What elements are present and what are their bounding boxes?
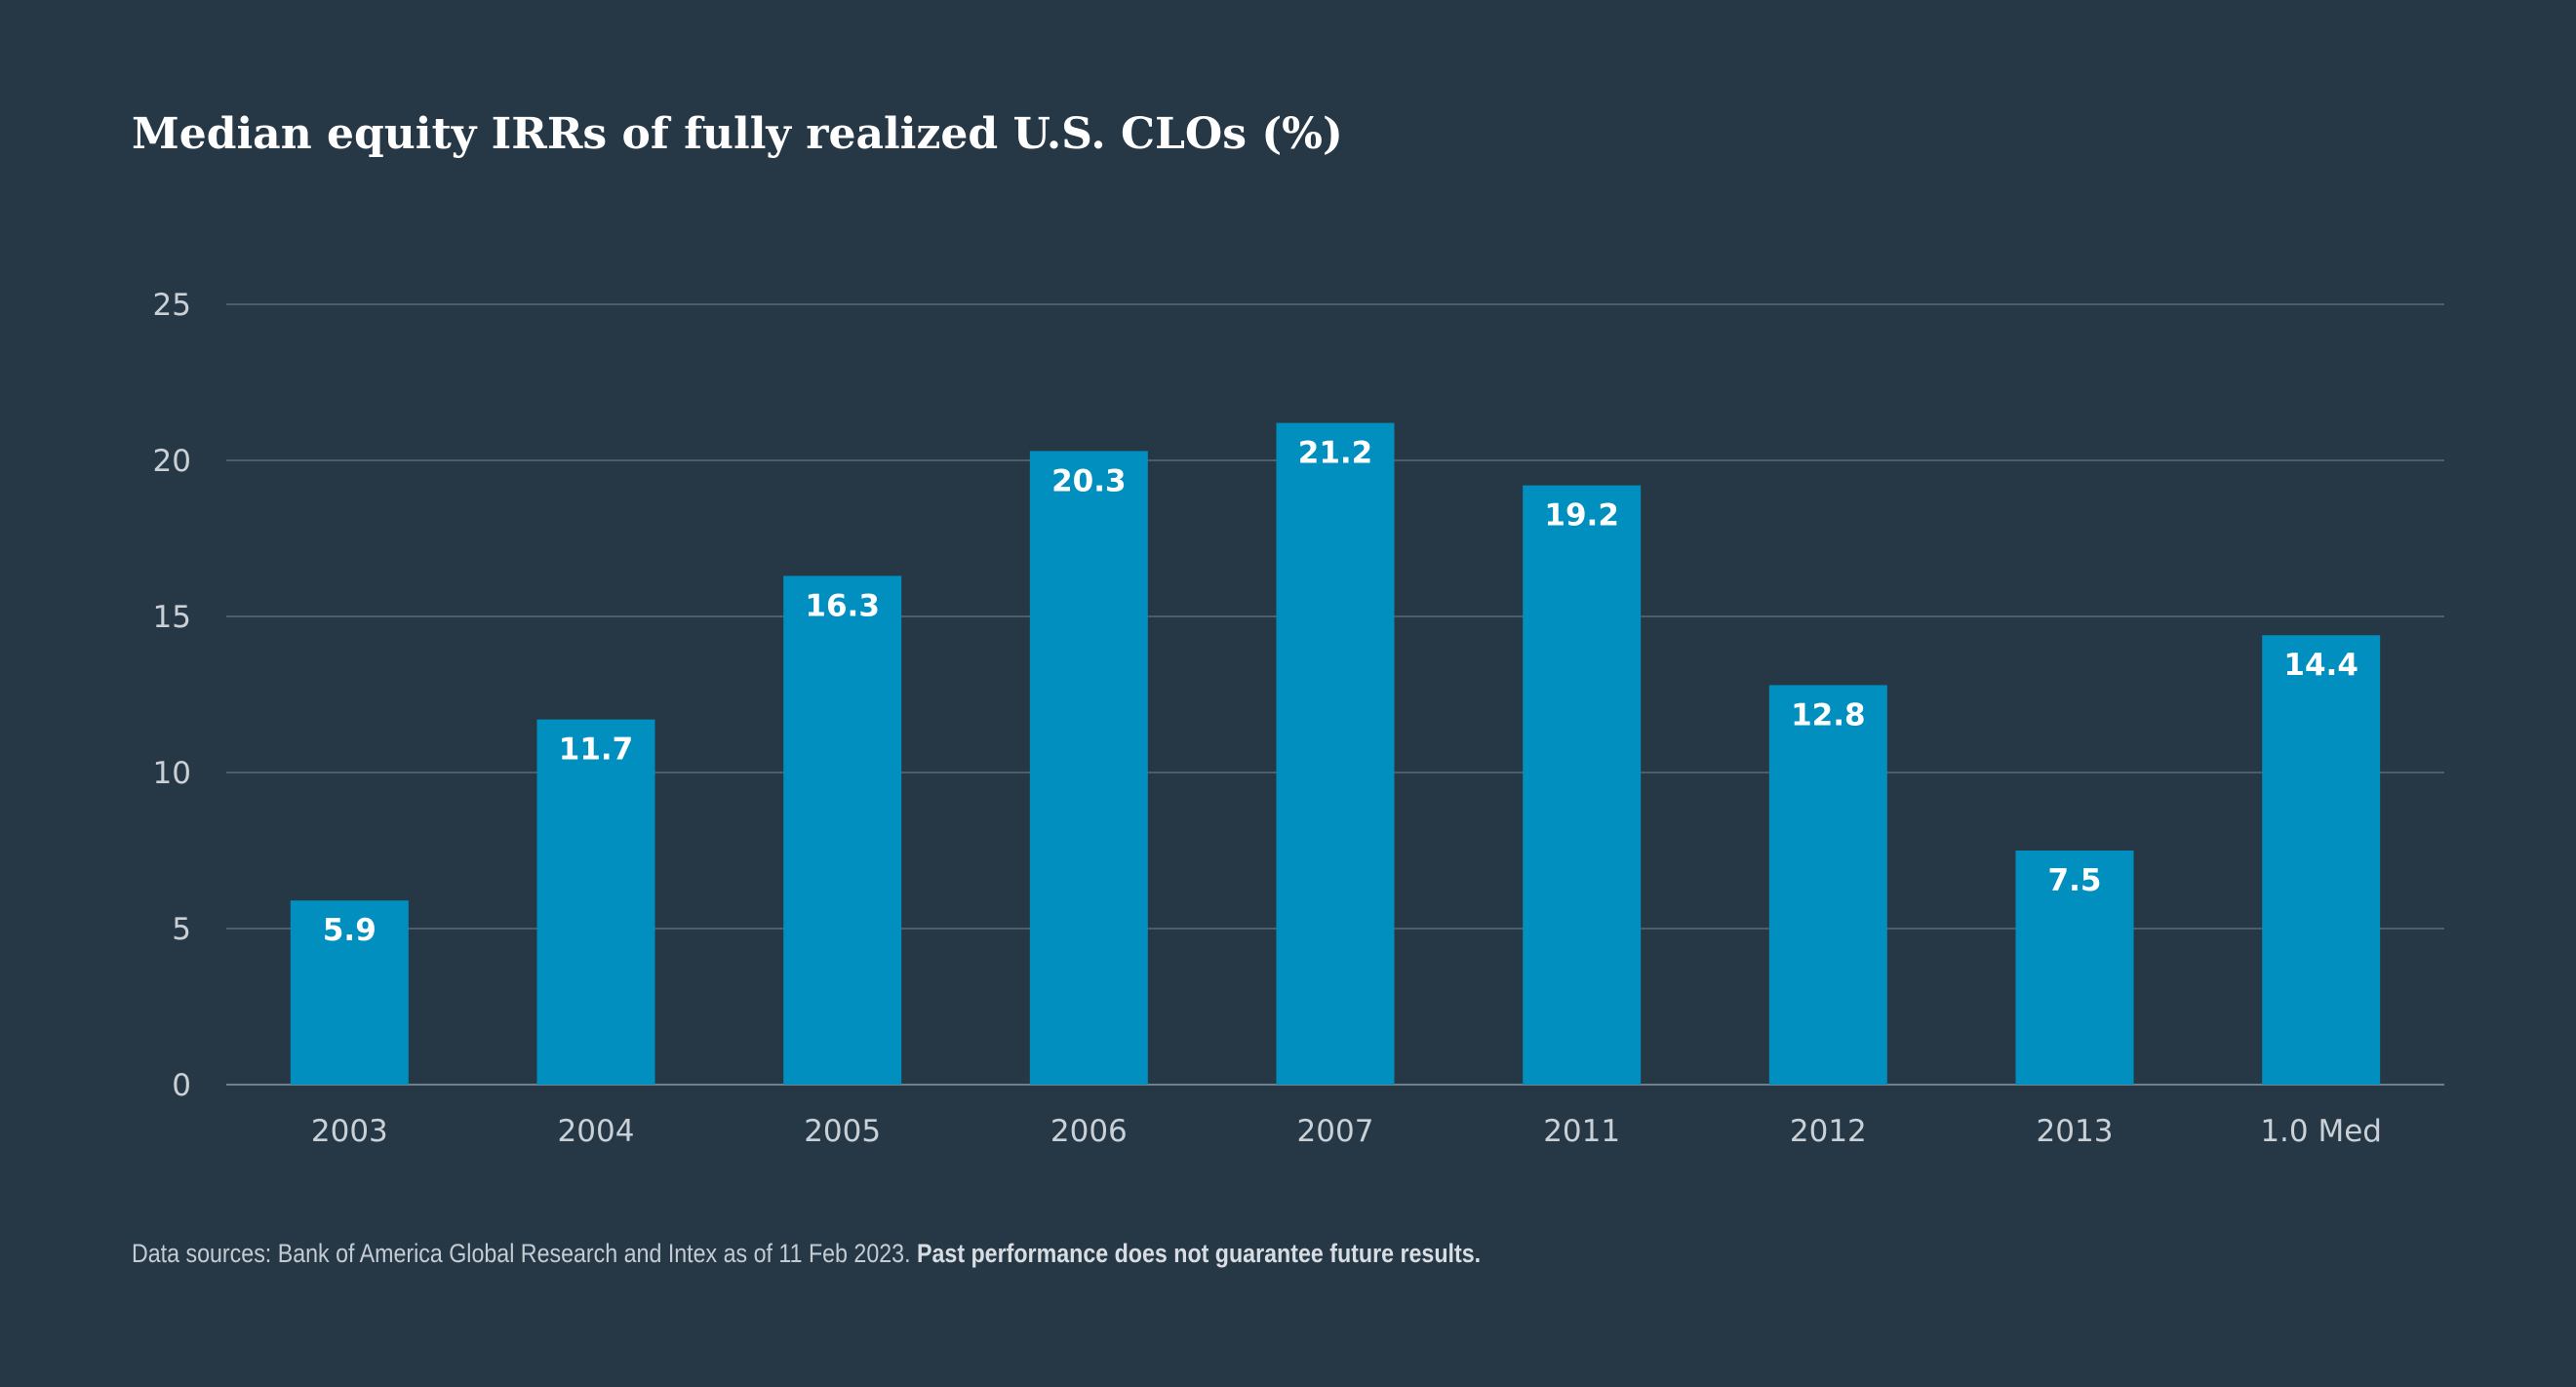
x-tick-label: 2012 (1790, 1114, 1867, 1149)
bar-2004 (536, 719, 655, 1085)
x-tick-label: 2005 (804, 1114, 881, 1149)
data-label: 20.3 (1051, 463, 1127, 498)
y-tick-label: 0 (172, 1068, 191, 1103)
bar-2003 (290, 900, 409, 1085)
x-axis-ticks: 2003 2004 2005 2006 2007 2011 2012 2013 1.0 Med (311, 1114, 2382, 1149)
data-label: 7.5 (2048, 863, 2102, 898)
bar-1-0-med (2262, 635, 2381, 1085)
data-label: 19.2 (1544, 498, 1619, 534)
data-label: 21.2 (1298, 436, 1373, 471)
chart-title: Median equity IRRs of fully realized U.S… (132, 109, 1343, 159)
data-label: 16.3 (805, 588, 880, 623)
bar-2013 (2015, 851, 2134, 1085)
source-note: Data sources: Bank of America Global Res… (132, 1239, 1481, 1269)
data-label: 12.8 (1791, 697, 1866, 733)
x-tick-label: 2011 (1543, 1114, 1620, 1149)
bar-2011 (1523, 485, 1642, 1086)
source-text: Data sources: Bank of America Global Res… (132, 1239, 911, 1268)
x-tick-label: 2004 (558, 1114, 635, 1149)
x-tick-label: 2007 (1297, 1114, 1374, 1149)
data-labels: 5.9 11.7 16.3 20.3 21.2 19.2 12.8 7.5 14.4 (323, 436, 2358, 949)
data-label: 14.4 (2283, 648, 2358, 683)
bar-2007 (1276, 422, 1395, 1086)
x-tick-label: 1.0 Med (2260, 1114, 2382, 1149)
bar-2006 (1029, 451, 1148, 1085)
y-axis-ticks: 0 5 10 15 20 25 (153, 288, 191, 1103)
bar-2005 (783, 575, 902, 1085)
y-tick-label: 10 (153, 756, 191, 791)
bar-2012 (1768, 685, 1887, 1085)
y-tick-label: 5 (172, 912, 191, 947)
bars (290, 422, 2381, 1086)
data-label: 5.9 (323, 913, 376, 948)
y-tick-label: 20 (153, 444, 191, 479)
x-tick-label: 2003 (311, 1114, 388, 1149)
data-label: 11.7 (559, 733, 634, 768)
y-tick-label: 25 (153, 288, 191, 323)
y-tick-label: 15 (153, 600, 191, 635)
x-tick-label: 2013 (2037, 1114, 2114, 1149)
disclaimer-text: Past performance does not guarantee futu… (917, 1239, 1482, 1268)
x-tick-label: 2006 (1050, 1114, 1128, 1149)
